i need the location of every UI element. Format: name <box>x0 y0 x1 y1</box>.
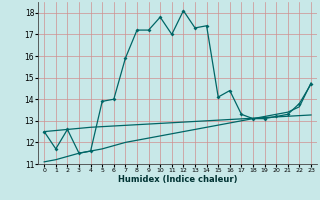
X-axis label: Humidex (Indice chaleur): Humidex (Indice chaleur) <box>118 175 237 184</box>
